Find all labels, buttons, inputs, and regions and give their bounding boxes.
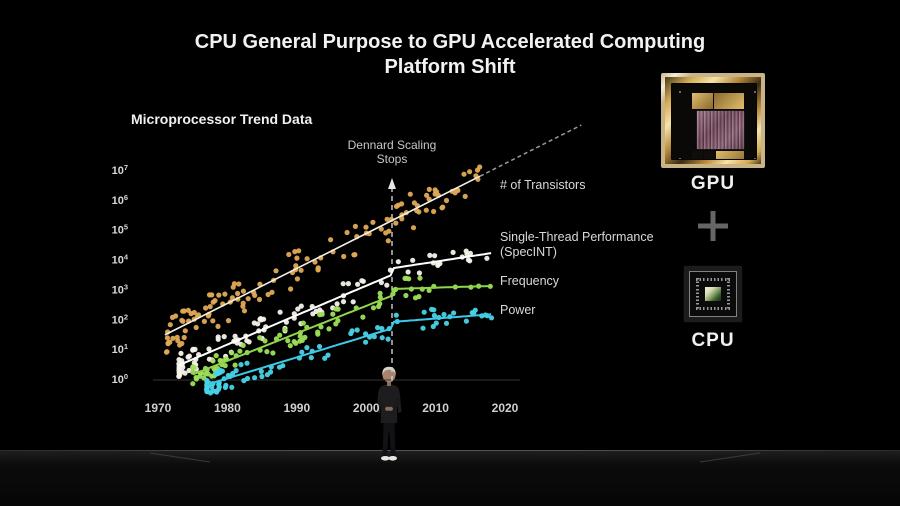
svg-text:101: 101 xyxy=(112,342,128,356)
svg-text:102: 102 xyxy=(112,312,128,326)
svg-text:104: 104 xyxy=(112,253,129,267)
svg-text:103: 103 xyxy=(112,282,128,296)
svg-text:1970: 1970 xyxy=(145,401,172,415)
svg-text:1990: 1990 xyxy=(283,401,310,415)
svg-text:2000: 2000 xyxy=(353,401,380,415)
svg-text:1980: 1980 xyxy=(214,401,241,415)
svg-text:107: 107 xyxy=(112,163,128,177)
svg-text:2020: 2020 xyxy=(492,401,519,415)
svg-text:2010: 2010 xyxy=(422,401,449,415)
svg-text:100: 100 xyxy=(112,372,128,386)
svg-text:106: 106 xyxy=(112,193,128,207)
svg-text:105: 105 xyxy=(112,223,128,237)
